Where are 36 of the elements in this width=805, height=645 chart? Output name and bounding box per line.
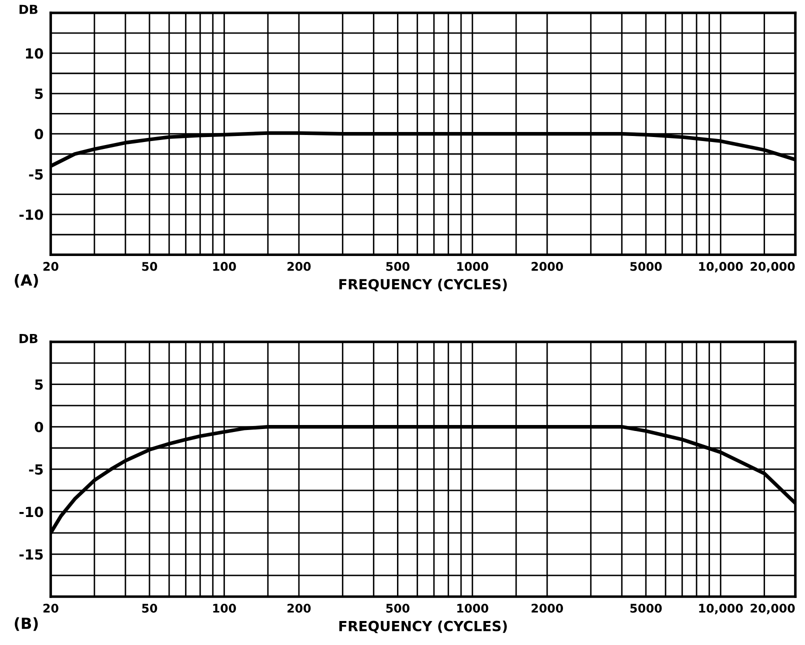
text: (A) bbox=[14, 274, 38, 288]
x-tick-label: 100 bbox=[213, 604, 236, 613]
text: (B) bbox=[14, 617, 38, 631]
x-axis-title: FREQUENCY (CYCLES) bbox=[339, 620, 507, 634]
y-tick-label: 5 bbox=[35, 88, 43, 99]
x-tick-label: 500 bbox=[386, 604, 410, 613]
y-tick-label: -5 bbox=[29, 169, 43, 180]
y-axis-title: DB bbox=[20, 334, 38, 344]
y-tick-label: 0 bbox=[34, 128, 44, 140]
y-tick-label: -15 bbox=[19, 549, 43, 560]
x-tick-label: 500 bbox=[386, 262, 410, 271]
x-tick-label: 2000 bbox=[532, 262, 563, 271]
x-tick-label: 5000 bbox=[630, 262, 662, 271]
x-tick-label: 10,000 bbox=[699, 262, 743, 272]
x-tick-label: 1000 bbox=[457, 604, 488, 613]
x-tick-label: 200 bbox=[288, 262, 311, 271]
y-axis-title: DB bbox=[20, 4, 38, 14]
x-tick-label: 1000 bbox=[457, 262, 488, 271]
y-tick-label: -10 bbox=[19, 506, 44, 518]
x-tick-label: 50 bbox=[142, 604, 158, 613]
y-tick-label: -10 bbox=[19, 209, 44, 220]
x-tick-label: 50 bbox=[142, 262, 158, 271]
y-tick-label: -5 bbox=[29, 464, 43, 475]
x-tick-label: 20 bbox=[43, 262, 58, 271]
x-tick-label: 2000 bbox=[532, 604, 563, 613]
x-tick-label: 5000 bbox=[630, 604, 662, 613]
x-tick-label: 20,000 bbox=[750, 604, 795, 614]
x-tick-label: 200 bbox=[288, 604, 311, 613]
y-tick-label: 0 bbox=[34, 422, 44, 432]
x-axis-title: FREQUENCY (CYCLES) bbox=[339, 278, 507, 292]
y-tick-label: 10 bbox=[26, 48, 44, 59]
x-tick-label: 20,000 bbox=[750, 262, 795, 272]
x-tick-label: 100 bbox=[213, 262, 236, 271]
x-tick-label: 20 bbox=[43, 604, 58, 613]
x-tick-label: 10,000 bbox=[699, 604, 743, 614]
y-tick-label: 5 bbox=[35, 379, 43, 390]
